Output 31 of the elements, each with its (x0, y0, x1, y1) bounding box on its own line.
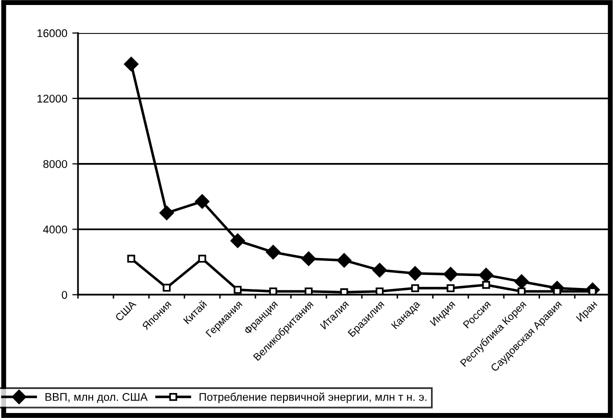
point (446, 284, 455, 292)
point (340, 288, 348, 295)
point (301, 251, 316, 266)
point (482, 280, 490, 289)
point (478, 268, 494, 282)
y-tick-label: 12000 (38, 94, 68, 103)
point (266, 244, 280, 260)
point (198, 254, 206, 263)
point (124, 56, 138, 72)
legend-label: Потребление первичной энергии, млн т н. э. (200, 392, 426, 404)
point (159, 206, 174, 220)
point (234, 286, 242, 294)
point (411, 284, 420, 292)
point (194, 194, 210, 209)
legend-label: ВВП, млн дол. США (46, 393, 148, 404)
y-tick-label: 16000 (38, 29, 68, 38)
point (518, 287, 526, 295)
y-tick-label: 4000 (43, 226, 68, 234)
point (230, 234, 245, 248)
point (336, 253, 352, 268)
y-tick-label: 0 (62, 290, 68, 299)
point (162, 284, 171, 292)
point (408, 266, 422, 281)
y-tick-label: 8000 (43, 160, 68, 168)
point (372, 262, 387, 278)
point (443, 267, 458, 282)
point (304, 287, 313, 295)
point (376, 287, 384, 295)
point (269, 287, 278, 295)
point (514, 274, 529, 289)
point (127, 254, 136, 263)
